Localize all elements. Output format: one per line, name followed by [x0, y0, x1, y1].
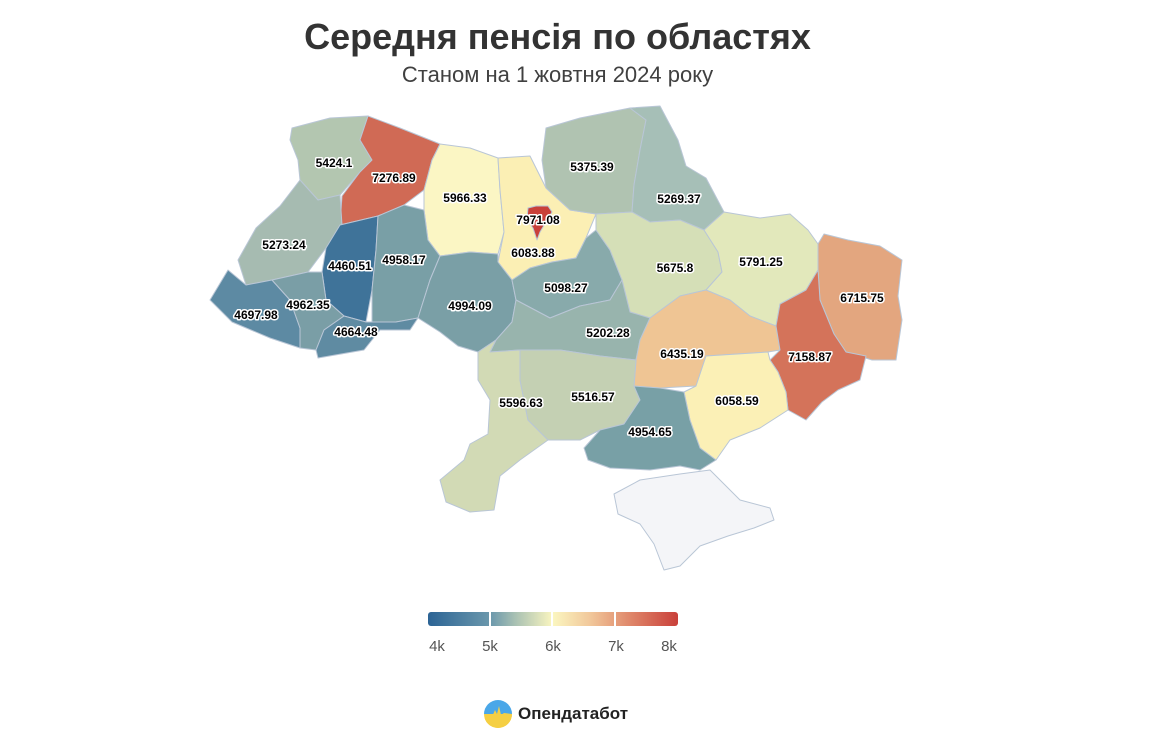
- brand-name: Опендатабот: [518, 704, 629, 723]
- label-kirovohrad: 5202.28: [586, 326, 630, 340]
- label-zhytomyr: 5966.33: [443, 191, 487, 205]
- label-kharkiv: 5791.25: [739, 255, 783, 269]
- label-sumy: 5269.37: [657, 192, 701, 206]
- label-volyn: 5424.1: [316, 156, 353, 170]
- brand-logo: Опендатабот: [484, 700, 628, 728]
- label-ivano-frankivsk: 4962.35: [286, 298, 330, 312]
- label-khmelnytskyi: 4958.17: [382, 253, 426, 267]
- label-mykolaiv: 5516.57: [571, 390, 615, 404]
- label-zakarpattia: 4697.98: [234, 308, 278, 322]
- legend-tick-6k: 6k: [545, 638, 561, 655]
- label-vinnytsia: 4994.09: [448, 299, 492, 313]
- legend-tick-5k: 5k: [482, 638, 498, 655]
- label-lviv: 5273.24: [262, 238, 306, 252]
- opendatabot-logo-icon: [484, 700, 512, 728]
- label-poltava: 5675.8: [657, 261, 694, 275]
- color-scale-legend: [428, 612, 678, 626]
- region-chernivtsi[interactable]: [315, 315, 419, 359]
- label-cherkasy: 5098.27: [544, 281, 588, 295]
- label-kyiv-oblast: 6083.88: [511, 246, 555, 260]
- label-rivne: 7276.89: [372, 171, 416, 185]
- label-zaporizhzhia: 6058.59: [715, 394, 759, 408]
- region-kyiv-city[interactable]: [526, 205, 553, 241]
- label-kyiv-city: 7971.08: [516, 213, 560, 227]
- chart-title: Середня пенсія по областях: [304, 16, 811, 57]
- label-odesa: 5596.63: [499, 396, 543, 410]
- legend-tick-7k: 7k: [608, 638, 624, 655]
- label-chernivtsi: 4664.48: [334, 325, 378, 339]
- region-kherson[interactable]: [583, 385, 717, 471]
- label-luhansk: 6715.75: [840, 291, 884, 305]
- region-volyn[interactable]: [289, 115, 373, 201]
- region-crimea[interactable]: [613, 469, 775, 571]
- label-dnipro: 6435.19: [660, 347, 704, 361]
- label-ternopil: 4460.51: [328, 259, 372, 273]
- label-kherson: 4954.65: [628, 425, 672, 439]
- legend-divider: [614, 612, 616, 626]
- legend-divider: [551, 612, 553, 626]
- legend-tick-4k: 4k: [429, 638, 445, 655]
- label-chernihiv: 5375.39: [570, 160, 614, 174]
- legend-divider: [489, 612, 491, 626]
- chart-subtitle: Станом на 1 жовтня 2024 року: [401, 62, 714, 87]
- legend-tick-8k: 8k: [661, 638, 677, 655]
- label-donetsk: 7158.87: [788, 350, 832, 364]
